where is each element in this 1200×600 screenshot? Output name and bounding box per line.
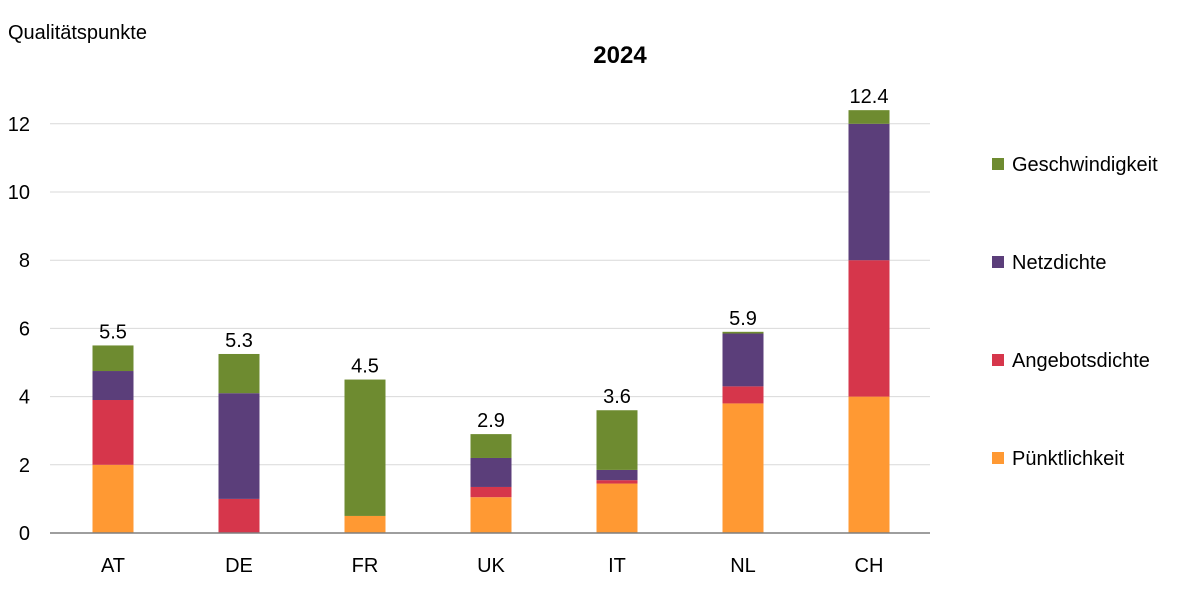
bar-segment-ch-pünktlichkeit [848, 396, 890, 533]
bar-segment-fr-geschwindigkeit [344, 379, 386, 516]
x-tick-label: NL [730, 555, 756, 577]
bar-segment-ch-angebotsdichte [848, 260, 890, 397]
legend-swatch [992, 452, 1004, 464]
y-tick-label: 6 [19, 318, 30, 340]
total-label: 2.9 [477, 410, 505, 432]
x-tick-label: UK [477, 555, 505, 577]
bar-segment-ch-geschwindigkeit [848, 110, 890, 124]
bar-segment-uk-angebotsdichte [470, 486, 512, 498]
bar-segment-uk-geschwindigkeit [470, 434, 512, 458]
x-tick-label: AT [101, 555, 125, 577]
bar-segment-fr-pünktlichkeit [344, 515, 386, 533]
bar-segment-it-pünktlichkeit [596, 483, 638, 533]
x-tick-label: FR [352, 555, 379, 577]
total-label: 5.3 [225, 330, 253, 352]
y-tick-label: 12 [8, 114, 30, 136]
y-tick-label: 2 [19, 455, 30, 477]
y-tick-label: 10 [8, 182, 30, 204]
x-tick-label: IT [608, 555, 626, 577]
total-label: 5.9 [729, 308, 757, 330]
bar-segment-de-netzdichte [218, 393, 260, 499]
bar-segment-uk-netzdichte [470, 457, 512, 487]
total-label: 3.6 [603, 386, 631, 408]
bar-segment-at-geschwindigkeit [92, 345, 134, 372]
bar-segment-uk-pünktlichkeit [470, 497, 512, 533]
bar-segment-nl-geschwindigkeit [722, 331, 764, 334]
bar-segment-de-angebotsdichte [218, 498, 260, 533]
legend-swatch [992, 158, 1004, 170]
bar-segment-nl-angebotsdichte [722, 386, 764, 404]
bar-segment-it-geschwindigkeit [596, 410, 638, 470]
y-tick-label: 0 [19, 523, 30, 545]
bar-segment-nl-pünktlichkeit [722, 403, 764, 533]
bar-segment-ch-netzdichte [848, 123, 890, 261]
bar-segment-it-angebotsdichte [596, 480, 638, 484]
bar-segment-nl-netzdichte [722, 333, 764, 387]
bar-segment-at-angebotsdichte [92, 400, 134, 465]
x-tick-label: CH [855, 555, 884, 577]
chart-title: 2024 [593, 42, 647, 69]
bar-segment-it-netzdichte [596, 469, 638, 481]
legend-label: Angebotsdichte [1012, 350, 1150, 372]
legend-swatch [992, 256, 1004, 268]
legend-label: Netzdichte [1012, 252, 1107, 274]
legend-label: Pünktlichkeit [1012, 448, 1125, 470]
total-label: 12.4 [850, 86, 889, 108]
bar-segment-at-netzdichte [92, 371, 134, 401]
total-label: 5.5 [99, 321, 127, 343]
total-label: 4.5 [351, 356, 379, 378]
x-tick-label: DE [225, 555, 253, 577]
legend-swatch [992, 354, 1004, 366]
y-tick-label: 8 [19, 250, 30, 272]
bar-segment-at-pünktlichkeit [92, 464, 134, 533]
y-tick-label: 4 [19, 387, 30, 409]
bar-segment-de-geschwindigkeit [218, 353, 260, 394]
y-axis-label: Qualitätspunkte [8, 22, 147, 44]
legend-label: Geschwindigkeit [1012, 154, 1158, 176]
